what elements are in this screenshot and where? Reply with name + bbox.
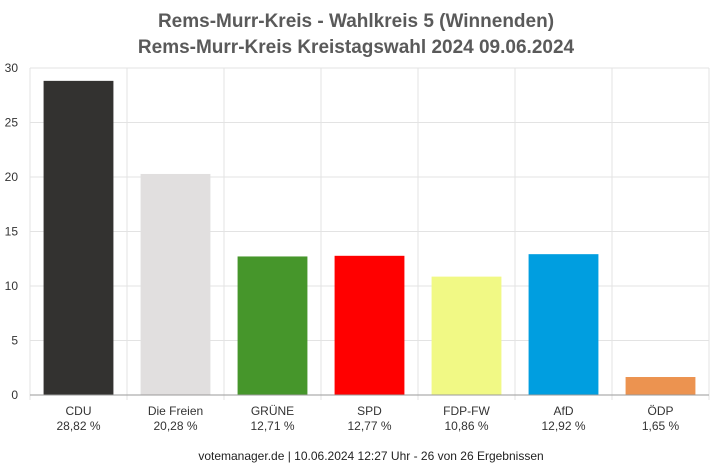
bar-spd <box>334 255 405 395</box>
bar-fdp-fw <box>431 276 502 395</box>
bar-ödp <box>625 377 696 395</box>
bars <box>43 80 696 395</box>
category-label: AfD <box>553 404 573 418</box>
bar-cdu <box>43 80 114 395</box>
value-label: 12,92 % <box>541 419 585 433</box>
value-label: 20,28 % <box>153 419 197 433</box>
bar-die-freien <box>140 173 211 395</box>
bar-afd <box>528 254 599 395</box>
y-tick-label: 25 <box>5 116 19 130</box>
chart-subtitle: Rems-Murr-Kreis Kreistagswahl 2024 09.06… <box>138 37 575 58</box>
y-axis-ticks: 0 5 10 15 20 25 30 <box>5 61 19 402</box>
y-tick-label: 20 <box>5 170 19 184</box>
value-label: 28,82 % <box>56 419 100 433</box>
category-label: FDP-FW <box>443 404 490 418</box>
y-tick-label: 15 <box>5 225 19 239</box>
y-tick-label: 0 <box>11 388 18 402</box>
value-label: 12,71 % <box>250 419 294 433</box>
y-tick-label: 5 <box>11 334 18 348</box>
footer-source: votemanager.de | 10.06.2024 12:27 Uhr - … <box>198 449 543 463</box>
category-label: CDU <box>66 404 92 418</box>
value-label: 10,86 % <box>444 419 488 433</box>
category-label: SPD <box>357 404 382 418</box>
category-label: GRÜNE <box>251 404 294 418</box>
y-tick-label: 10 <box>5 279 19 293</box>
value-label: 12,77 % <box>347 419 391 433</box>
category-label: Die Freien <box>148 404 203 418</box>
y-tick-label: 30 <box>5 61 19 75</box>
chart-title: Rems-Murr-Kreis - Wahlkreis 5 (Winnenden… <box>158 11 554 32</box>
category-label: ÖDP <box>647 404 673 418</box>
value-label: 1,65 % <box>642 419 680 433</box>
bar-grüne <box>237 256 308 395</box>
